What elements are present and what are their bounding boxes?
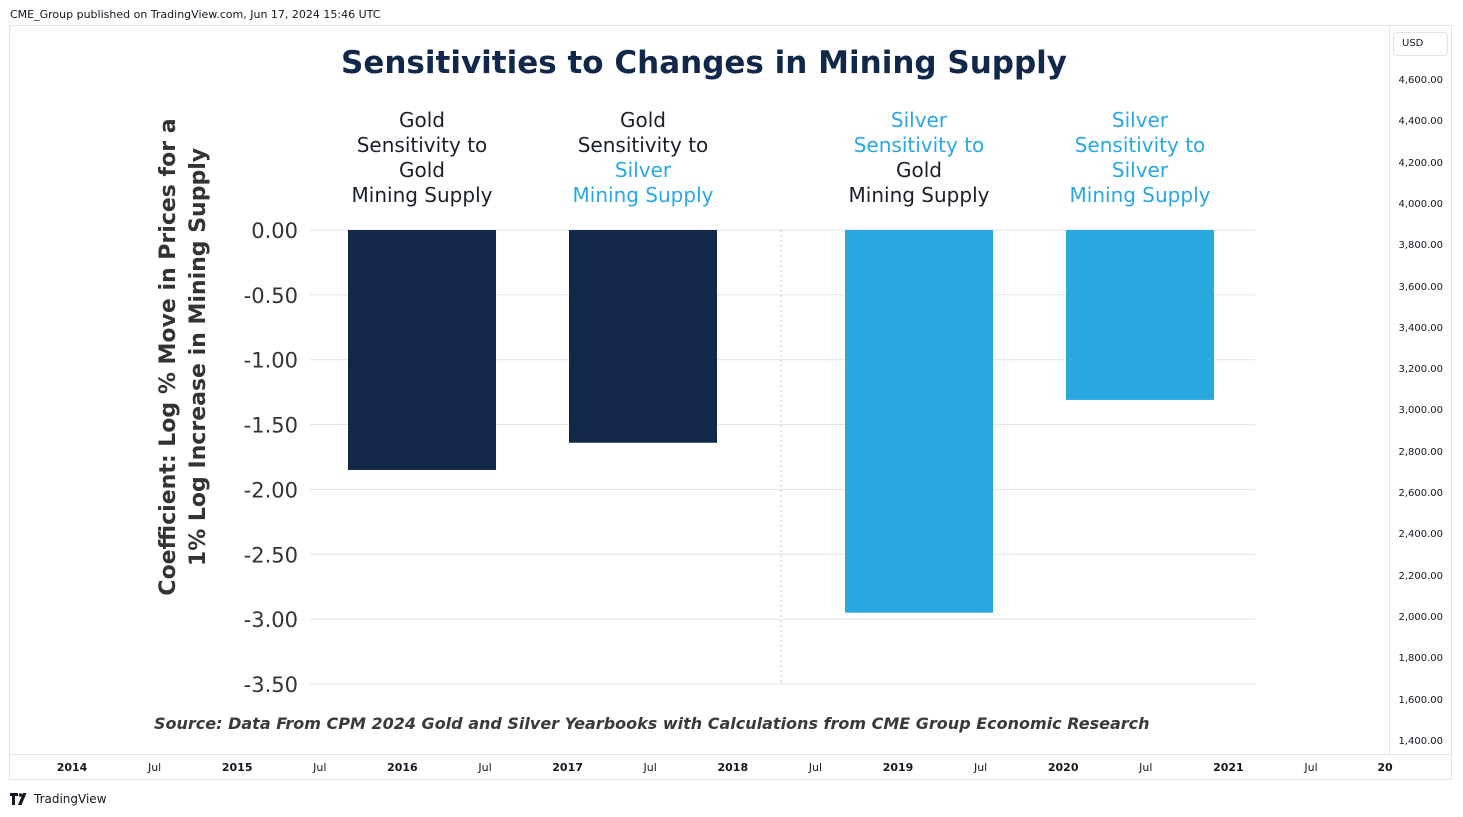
price-tick-label: 2,800.00: [1398, 446, 1443, 458]
time-tick-label: Jul: [1304, 761, 1318, 774]
time-tick-label: Jul: [973, 761, 988, 774]
category-label: Sensitivity to: [578, 133, 709, 157]
category-label: Mining Supply: [1070, 183, 1211, 207]
time-tick-label: Jul: [643, 761, 657, 774]
bar: [348, 230, 496, 470]
time-tick-label: 2019: [882, 761, 914, 774]
price-tick-label: 2,200.00: [1398, 570, 1443, 582]
time-axis-divider: [9, 754, 1452, 755]
price-tick-label: 4,000.00: [1398, 198, 1443, 210]
price-tick-label: 3,000.00: [1398, 405, 1443, 417]
price-tick-label: 3,800.00: [1398, 240, 1443, 252]
category-label: Sensitivity to: [854, 133, 985, 157]
price-tick-label: 1,800.00: [1398, 653, 1443, 665]
y-tick-label: -1.50: [244, 414, 298, 438]
time-tick-label: 20: [1377, 761, 1393, 774]
y-tick-label: 0.00: [251, 219, 298, 243]
category-label: Silver: [615, 158, 672, 182]
time-tick-label: 2015: [221, 761, 253, 774]
bar: [1066, 230, 1214, 400]
category-label: Silver: [891, 108, 948, 132]
price-tick-label: 3,400.00: [1398, 322, 1443, 334]
y-tick-label: -2.50: [244, 543, 298, 567]
category-label: Sensitivity to: [1075, 133, 1206, 157]
currency-button[interactable]: USD: [1393, 32, 1448, 56]
time-tick-label: 2017: [552, 761, 583, 774]
y-axis-label: Coefficient: Log % Move in Prices for a: [156, 118, 181, 595]
tradingview-brand[interactable]: TradingView: [10, 792, 107, 806]
time-tick-label: Jul: [147, 761, 162, 774]
price-tick-label: 1,400.00: [1398, 735, 1443, 747]
source-note: Source: Data From CPM 2024 Gold and Silv…: [154, 714, 1150, 733]
category-label: Gold: [896, 158, 942, 182]
time-tick-label: Jul: [478, 761, 492, 774]
y-tick-label: -1.00: [244, 349, 298, 373]
price-axis-divider: [1389, 25, 1390, 755]
chart-frame: [9, 25, 1452, 780]
brand-name: TradingView: [34, 792, 107, 806]
time-tick-label: 2014: [56, 761, 88, 774]
category-label: Sensitivity to: [357, 133, 488, 157]
y-tick-label: -0.50: [244, 284, 298, 308]
y-axis-label: 1% Log Increase in Mining Supply: [186, 148, 211, 566]
tradingview-logo-icon: [10, 793, 27, 805]
category-label: Gold: [399, 158, 445, 182]
bar-chart: Sensitivities to Changes in Mining Suppl…: [154, 45, 1255, 733]
bar: [845, 230, 993, 613]
price-tick-label: 4,200.00: [1398, 157, 1443, 169]
price-tick-label: 4,400.00: [1398, 116, 1443, 128]
price-tick-label: 3,600.00: [1398, 281, 1443, 293]
time-tick-label: 2016: [387, 761, 418, 774]
time-tick-label: 2021: [1213, 761, 1244, 774]
time-tick-label: Jul: [1139, 761, 1153, 774]
category-label: Gold: [620, 108, 666, 132]
category-label: Gold: [399, 108, 445, 132]
category-label: Silver: [1112, 108, 1169, 132]
category-label: Mining Supply: [849, 183, 990, 207]
y-tick-label: -2.00: [244, 478, 298, 502]
time-tick-label: 2018: [717, 761, 749, 774]
category-label: Mining Supply: [573, 183, 714, 207]
price-tick-label: 4,600.00: [1398, 75, 1443, 86]
time-tick-label: 2020: [1047, 761, 1079, 774]
category-label: Mining Supply: [352, 183, 493, 207]
publisher-info: CME_Group published on TradingView.com, …: [10, 8, 381, 21]
price-tick-label: 2,600.00: [1398, 488, 1443, 499]
time-tick-label: Jul: [313, 761, 327, 774]
price-tick-label: 1,600.00: [1398, 694, 1443, 706]
category-label: Silver: [1112, 158, 1169, 182]
price-tick-label: 3,200.00: [1398, 364, 1443, 376]
bar: [569, 230, 717, 443]
y-tick-label: -3.00: [244, 608, 298, 632]
y-tick-label: -3.50: [244, 673, 298, 697]
chart-title: Sensitivities to Changes in Mining Suppl…: [341, 45, 1067, 81]
time-tick-label: Jul: [808, 761, 823, 774]
price-tick-label: 2,400.00: [1398, 529, 1443, 541]
price-tick-label: 2,000.00: [1398, 611, 1443, 623]
